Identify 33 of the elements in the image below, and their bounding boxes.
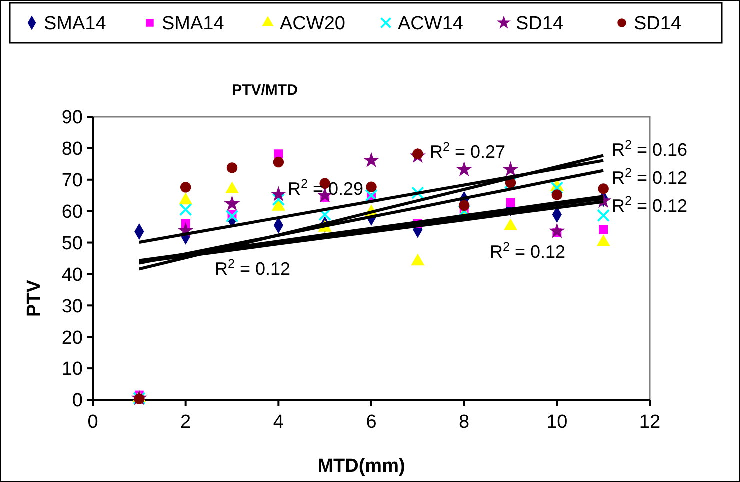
x-tick-label: 12 — [639, 412, 661, 433]
annotation: R$^{2}$ = 0.12 — [490, 240, 566, 262]
annotation: R$^{2}$ = 0.16 — [612, 138, 688, 160]
legend-label: SD14 — [634, 14, 682, 35]
y-tick-label: 0 — [72, 390, 83, 412]
x-tick-label: 6 — [366, 412, 377, 433]
x-tick-label: 4 — [273, 412, 284, 433]
x-tick-label: 2 — [180, 412, 192, 433]
y-tick-label: 40 — [62, 264, 83, 286]
legend-label: SMA14 — [44, 14, 107, 35]
annotation: R$^{2}$ = 0.12 — [215, 257, 291, 279]
x-tick-label: 0 — [88, 412, 98, 433]
x-tick-label: 8 — [459, 412, 470, 433]
y-tick-label: 80 — [62, 139, 83, 160]
y-tick-label: 30 — [62, 296, 83, 318]
x-axis-title: MTD(mm) — [318, 456, 406, 477]
legend-label: ACW14 — [398, 14, 464, 35]
annotation: R$^{2}$ = 0.29 — [288, 177, 364, 199]
annotation: R$^{2}$ = 0.27 — [430, 140, 506, 162]
y-tick-label: 90 — [62, 108, 83, 129]
y-tick-label: 70 — [62, 170, 83, 192]
y-axis-title: PTV — [24, 280, 45, 317]
legend-label: SD14 — [516, 14, 564, 35]
y-tick-label: 20 — [62, 328, 83, 349]
chart-title: PTV/MTD — [232, 82, 298, 99]
y-tick-label: 10 — [62, 359, 83, 380]
y-tick-label: 50 — [62, 233, 83, 254]
y-tick-label: 60 — [62, 202, 83, 223]
x-tick-label: 10 — [546, 412, 568, 433]
legend-label: SMA14 — [162, 14, 225, 35]
annotation: R$^{2}$ = 0.12 — [612, 194, 688, 216]
legend-label: ACW20 — [280, 14, 346, 35]
annotation: R$^{2}$ = 0.12 — [612, 166, 688, 188]
